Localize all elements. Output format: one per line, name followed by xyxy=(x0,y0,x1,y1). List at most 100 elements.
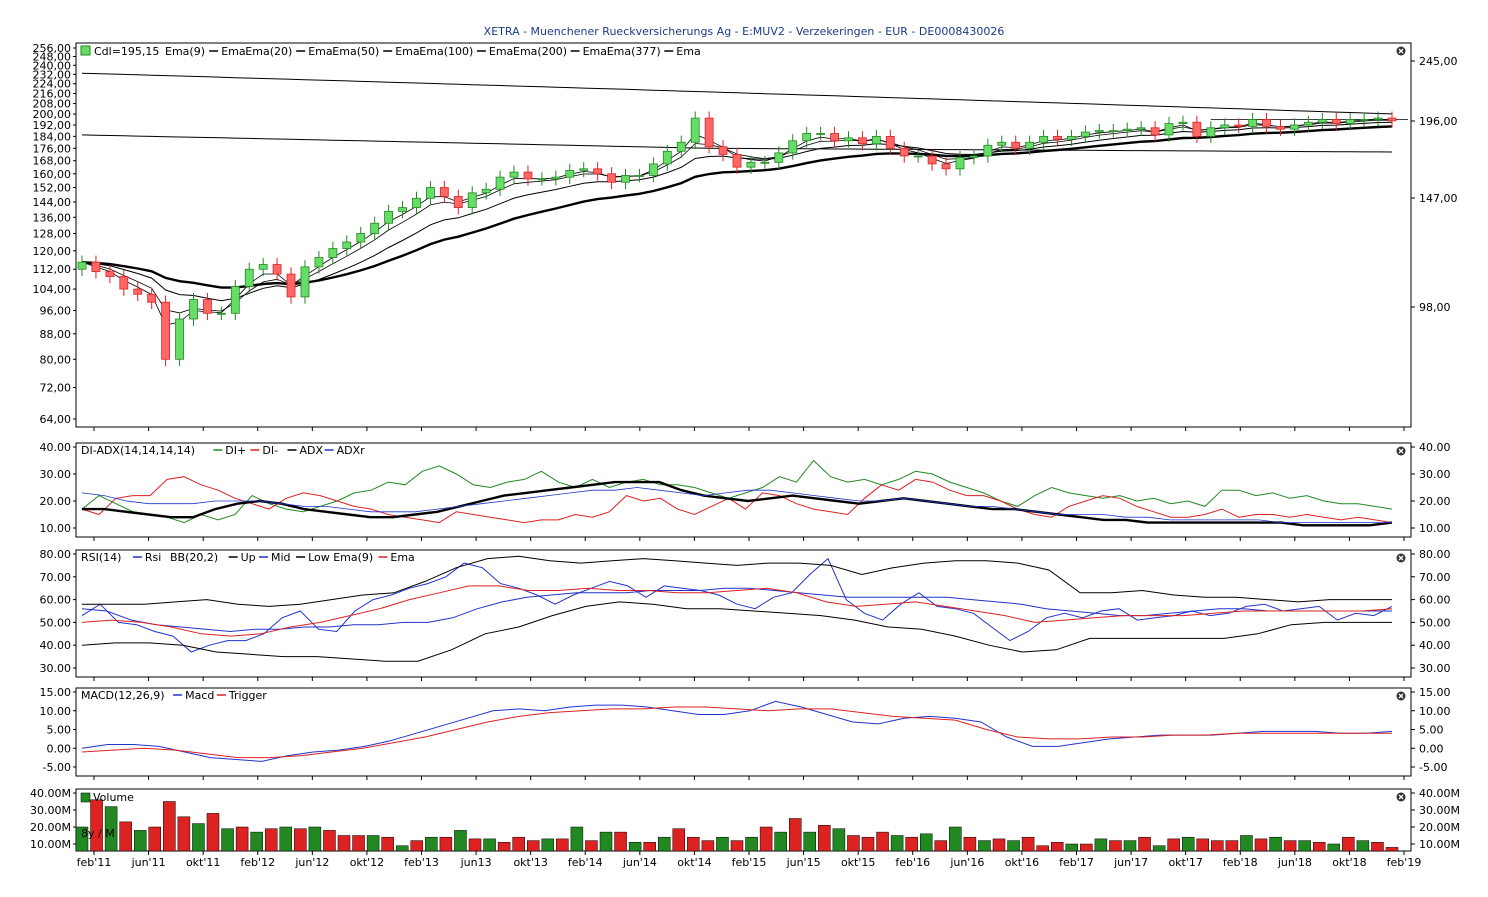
y-tick-label-left: 88,00 xyxy=(40,328,72,341)
y-tick-label-left: 104,00 xyxy=(33,283,72,296)
volume-bar xyxy=(919,833,933,852)
volume-bar xyxy=(512,836,525,852)
volume-bar xyxy=(1196,838,1210,852)
y-tick-label-right: 40.00M xyxy=(1419,787,1460,800)
candle-body xyxy=(746,161,756,168)
candle-body xyxy=(885,135,895,149)
candle-body xyxy=(1011,141,1021,149)
x-tick-label: jun'17 xyxy=(1113,856,1148,869)
candle-body xyxy=(272,264,282,275)
x-tick-label: jun'18 xyxy=(1277,856,1312,869)
volume-bar xyxy=(250,831,263,852)
candle-body xyxy=(1220,124,1230,129)
candle-body xyxy=(286,273,296,298)
volume-bar xyxy=(133,830,147,852)
y-tick-label-right: 40.00 xyxy=(1419,441,1451,454)
volume-bar xyxy=(672,828,686,852)
volume-bar xyxy=(949,826,962,852)
x-tick-label: okt'17 xyxy=(1168,856,1202,869)
x-tick-label: feb'19 xyxy=(1387,856,1422,869)
volume-bar xyxy=(876,831,889,852)
volume-bar xyxy=(570,826,584,852)
volume-bar xyxy=(337,835,351,852)
volume-bar xyxy=(628,842,642,852)
y-tick-label-right: 98,00 xyxy=(1419,301,1451,314)
volume-bar xyxy=(1167,838,1180,852)
candle-body xyxy=(105,271,115,277)
candle-body xyxy=(593,168,603,175)
candle-body xyxy=(119,276,129,290)
candle-body xyxy=(997,141,1007,146)
candle-body xyxy=(1331,119,1341,124)
y-tick-label-right: 80.00 xyxy=(1419,548,1451,561)
candle-body xyxy=(1290,124,1299,130)
candle-body xyxy=(453,196,463,209)
candle-body xyxy=(1192,121,1202,137)
volume-bar xyxy=(279,826,293,852)
candle-body xyxy=(983,144,993,157)
y-tick-label-right: 5.00 xyxy=(1419,724,1444,737)
y-tick-label-right: 50.00 xyxy=(1419,616,1451,629)
candle-body xyxy=(467,192,477,209)
legend-entry: Ema xyxy=(390,551,414,564)
x-tick-label: feb'17 xyxy=(1059,856,1094,869)
candle-body xyxy=(1081,131,1090,137)
volume-bar xyxy=(934,840,948,852)
legend-entry: RSI(14) xyxy=(81,551,121,564)
y-tick-label-left: 120,00 xyxy=(33,245,72,258)
y-tick-label-left: 232,00 xyxy=(33,68,72,81)
x-tick-label: feb'11 xyxy=(77,856,112,869)
legend-entry: Low xyxy=(308,551,330,564)
y-tick-label-left: 224,00 xyxy=(33,78,72,91)
x-tick-label: okt'11 xyxy=(186,856,220,869)
x-tick-label: feb'18 xyxy=(1223,856,1258,869)
volume-bar xyxy=(774,831,787,852)
x-tick-label: okt'14 xyxy=(677,856,711,869)
candle-body xyxy=(1387,117,1397,122)
candle-body xyxy=(802,133,812,142)
candle-body xyxy=(1025,141,1035,149)
y-tick-label-left: 5.00 xyxy=(47,724,72,737)
legend-entry: Ema(9) xyxy=(165,45,205,58)
volume-bar xyxy=(1312,842,1326,852)
y-tick-label-left: 128,00 xyxy=(33,228,72,241)
y-tick-label-left: 70.00 xyxy=(40,571,72,584)
series-line-mid xyxy=(81,587,1392,633)
candle-body xyxy=(774,152,784,163)
legend-entry: MACD(12,26,9) xyxy=(81,689,165,702)
legend-entry: Ema(200) xyxy=(513,45,567,58)
volume-bar xyxy=(1225,840,1239,852)
volume-bar xyxy=(483,838,496,852)
candle-body xyxy=(1276,125,1285,130)
candle-body xyxy=(1248,119,1258,127)
candle-body xyxy=(258,264,268,270)
y-tick-label-left: 96,00 xyxy=(40,304,72,317)
x-tick-label: feb'14 xyxy=(568,856,603,869)
volume-bar xyxy=(395,845,409,852)
volume-bar xyxy=(323,830,336,852)
x-tick-label: feb'15 xyxy=(732,856,767,869)
candle-body xyxy=(356,233,366,243)
ema-377-line xyxy=(81,72,1393,115)
legend-entry: Trigger xyxy=(228,689,267,702)
candle-body xyxy=(1164,123,1174,136)
candle-body xyxy=(1053,135,1062,140)
y-tick-label-right: 0.00 xyxy=(1419,742,1444,755)
x-tick-label: feb'12 xyxy=(240,856,275,869)
volume-bar xyxy=(1138,836,1151,852)
candle-body xyxy=(481,188,491,194)
candle-body xyxy=(1039,135,1048,143)
legends: Cdl=195,15 Ema(9) Ema Ema(20) Ema Ema(50) Ema E… xyxy=(80,45,1406,840)
close-icon-cross xyxy=(1398,693,1404,699)
candle-body xyxy=(648,163,658,176)
legend-entry: Mid xyxy=(271,551,291,564)
y-tick-label-right: -5.00 xyxy=(1419,761,1447,774)
volume-bar xyxy=(119,821,132,852)
volume-bar xyxy=(847,835,860,852)
volume-bar xyxy=(963,836,977,852)
volume-bar xyxy=(861,836,875,852)
candle-body xyxy=(1206,127,1216,137)
legend-entry: Ema(9) xyxy=(333,551,373,564)
volume-bar xyxy=(1007,840,1020,852)
volume-bar xyxy=(75,826,89,852)
